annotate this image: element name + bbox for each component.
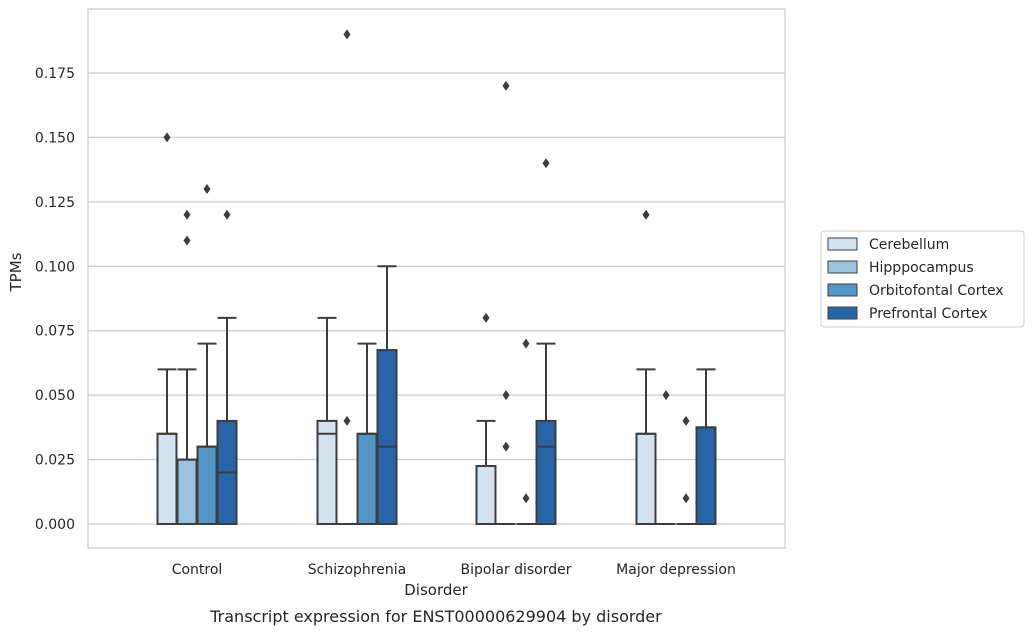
box-group <box>535 158 557 525</box>
legend-items: Cerebellum Hipppocampus Orbitofontal Corte… <box>827 237 1004 322</box>
box-group <box>156 132 178 525</box>
outlier-point <box>343 29 351 40</box>
outlier-point <box>203 183 211 194</box>
outlier-point <box>522 338 530 349</box>
box-group <box>475 312 497 525</box>
legend-frame <box>820 230 1025 328</box>
box-body <box>156 432 178 525</box>
y-tick-label: 0.025 <box>35 453 75 469</box>
box-group <box>176 209 198 526</box>
y-tick-label: 0.175 <box>35 66 75 82</box>
box-body <box>475 465 497 525</box>
legend-swatch <box>827 306 858 320</box>
box-group <box>676 415 696 525</box>
outlier-point <box>223 209 231 220</box>
y-tick-label: 0.075 <box>35 324 75 340</box>
legend-label: Hipppocampus <box>869 260 974 276</box>
y-tick-label: 0.100 <box>35 259 75 275</box>
outlier-point <box>343 415 351 426</box>
legend-label: Orbitofontal Cortex <box>869 283 1004 299</box>
y-tick-label: 0.150 <box>35 130 75 146</box>
box-group <box>516 338 536 525</box>
outlier-point <box>163 132 171 143</box>
outlier-point <box>522 493 530 504</box>
outlier-point <box>682 493 690 504</box>
outlier-point <box>183 235 191 246</box>
outlier-point <box>502 441 510 452</box>
outlier-point <box>482 312 490 323</box>
outlier-point <box>502 80 510 91</box>
box-body <box>695 426 717 526</box>
x-tick-label: Bipolar disorder <box>460 562 571 578</box>
y-tick-labels: 0.000 0.025 0.050 0.075 0.100 0.125 0.150 0.175 <box>35 66 75 533</box>
y-axis-title: TPMs <box>7 252 25 292</box>
box-group <box>216 209 238 525</box>
outlier-point <box>542 158 550 169</box>
outlier-point <box>682 415 690 426</box>
x-axis-title: Disorder <box>404 581 468 599</box>
x-tick-labels: Control Schizophrenia Bipolar disorder Majo… <box>172 562 736 578</box>
x-tick-label: Major depression <box>616 562 736 578</box>
legend: Cerebellum Hipppocampus Orbitofontal Corte… <box>820 230 1025 328</box>
box-body <box>316 419 338 525</box>
x-tick-label: Control <box>172 562 223 578</box>
legend-label: Prefrontal Cortex <box>869 306 988 322</box>
legend-swatch <box>827 260 858 274</box>
x-tick-label: Schizophrenia <box>308 562 406 578</box>
box-group <box>695 368 717 526</box>
box-layer <box>156 29 717 526</box>
y-tick-label: 0.000 <box>35 517 75 533</box>
legend-swatch <box>827 237 858 251</box>
box-group <box>196 183 218 525</box>
outlier-point <box>642 209 650 220</box>
outlier-point <box>502 390 510 401</box>
y-tick-label: 0.050 <box>35 388 75 404</box>
box-body <box>376 349 398 525</box>
outlier-point <box>662 390 670 401</box>
box-body <box>635 432 657 525</box>
legend-swatch <box>827 283 858 297</box>
box-group <box>376 265 398 525</box>
legend-label: Cerebellum <box>869 237 949 253</box>
box-body <box>196 445 218 525</box>
grid-layer <box>88 72 785 525</box>
chart-caption: Transcript expression for ENST0000062990… <box>209 607 662 626</box>
box-group <box>635 209 657 525</box>
box-group <box>356 342 378 525</box>
y-tick-label: 0.125 <box>35 195 75 211</box>
box-body <box>176 458 198 526</box>
box-group <box>316 316 338 525</box>
box-group <box>337 29 357 525</box>
plot-frame <box>87 8 786 549</box>
box-body <box>356 432 378 525</box>
outlier-point <box>183 209 191 220</box>
box-group <box>496 80 516 525</box>
box-body <box>535 419 557 525</box>
box-group <box>656 390 676 525</box>
